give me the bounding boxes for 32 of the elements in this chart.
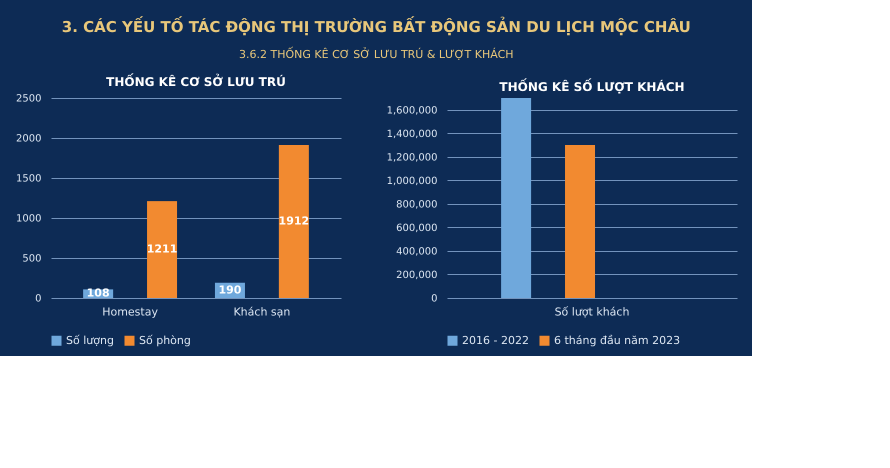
y-tick-label: 2500 xyxy=(16,94,42,104)
y-tick-label: 800,000 xyxy=(396,199,438,210)
text: 3. CÁC YẾU TỐ TÁC ĐỘNG THỊ TRƯỜNG BẤT ĐỘNG SẢN DU LỊCH MỘC CHÂU xyxy=(62,16,691,36)
legend-label: Số phòng xyxy=(139,334,191,347)
bar xyxy=(278,145,309,298)
y-tick-label: 2000 xyxy=(16,134,42,144)
x-tick-label: Khách sạn xyxy=(233,306,290,318)
data-label: 108 xyxy=(86,286,110,300)
x-tick-label: Homestay xyxy=(102,306,158,318)
y-tick-label: 0 xyxy=(431,294,438,304)
y-tick-label: 1000 xyxy=(16,214,42,224)
legend-label: 2016 - 2022 xyxy=(462,334,529,347)
text: 3.6.2 THỐNG KÊ CƠ SỞ LƯU TRÚ & LƯỢT KHÁCH xyxy=(239,46,514,61)
y-tick-label: 1,600,000 xyxy=(386,105,438,116)
y-tick-label: 1500 xyxy=(16,174,42,184)
y-tick-label: 1,000,000 xyxy=(386,176,438,187)
y-tick-label: 1,400,000 xyxy=(386,128,438,140)
y-tick-label: 1,200,000 xyxy=(386,152,438,164)
data-label: 190 xyxy=(218,283,242,296)
chart-title: THỐNG KÊ CƠ SỞ LƯU TRÚ xyxy=(106,73,286,89)
legend-label: Số lượng xyxy=(66,334,114,347)
y-tick-label: 500 xyxy=(22,254,42,264)
data-label: 1912 xyxy=(278,214,310,228)
x-tick-label: Số lượt khách xyxy=(554,306,630,318)
y-tick-label: 0 xyxy=(35,294,42,304)
y-tick-label: 400,000 xyxy=(396,246,438,258)
y-tick-label: 200,000 xyxy=(396,270,438,281)
data-label: 1211 xyxy=(146,242,178,256)
bar xyxy=(147,201,178,298)
chart-title: THỐNG KÊ SỐ LƯỢT KHÁCH xyxy=(499,78,685,94)
y-tick-label: 600,000 xyxy=(396,222,438,234)
legend-label: 6 tháng đầu năm 2023 xyxy=(554,334,680,347)
